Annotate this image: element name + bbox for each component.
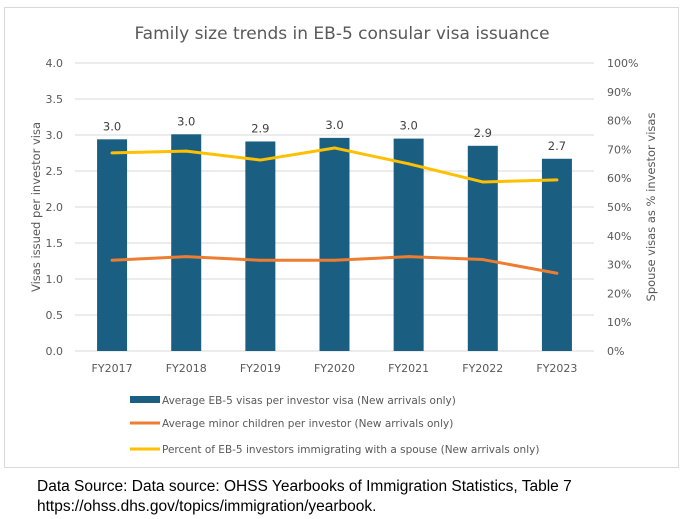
bar-FY2019 xyxy=(245,141,276,351)
line-point xyxy=(555,178,559,182)
bar-data-labels: 3.0 3.0 2.9 3.0 3.0 2.9 2.7 xyxy=(103,114,566,152)
bar-data-label: 3.0 xyxy=(177,114,195,128)
x-tick-label: FY2023 xyxy=(536,362,577,375)
y-tick-label: 2.0 xyxy=(46,201,64,214)
y-axis-ticks: 0.0 0.5 1.0 1.5 2.0 2.5 3.0 3.5 4.0 xyxy=(46,57,64,358)
x-axis-ticks: FY2017 FY2018 FY2019 FY2020 FY2021 FY2022 FY20… xyxy=(92,362,578,375)
line-point xyxy=(407,255,411,259)
line-point xyxy=(333,258,336,262)
line-point xyxy=(184,255,188,259)
y2-tick-label: 40% xyxy=(607,230,631,243)
legend-swatch-bar xyxy=(130,396,160,403)
x-tick-label: FY2018 xyxy=(166,362,207,375)
x-tick-label: FY2020 xyxy=(314,362,355,375)
bar-data-label: 2.9 xyxy=(251,121,269,135)
y-axis-title: Visas issued per investor visa xyxy=(29,122,43,292)
y2-tick-label: 90% xyxy=(607,86,631,99)
x-tick-label: FY2022 xyxy=(462,362,503,375)
bar-data-label: 2.9 xyxy=(474,126,492,140)
bar-data-label: 3.0 xyxy=(325,118,343,132)
chart: Family size trends in EB-5 consular visa… xyxy=(29,24,658,456)
y2-tick-label: 20% xyxy=(607,287,631,300)
line-point xyxy=(110,151,114,155)
bar-FY2023 xyxy=(541,158,572,351)
bar-series xyxy=(97,134,572,351)
line-point xyxy=(258,258,262,262)
y2-tick-label: 70% xyxy=(607,143,631,156)
data-source-line-1: Data Source: Data source: OHSS Yearbooks… xyxy=(37,478,572,495)
x-tick-label: FY2021 xyxy=(388,362,429,375)
line-point xyxy=(110,258,114,262)
line-point xyxy=(333,146,336,150)
line-point xyxy=(481,258,485,262)
bar-data-label: 3.0 xyxy=(399,119,417,133)
y2-tick-label: 60% xyxy=(607,172,631,185)
bar-FY2018 xyxy=(171,134,202,351)
legend-entry: Average EB-5 visas per investor visa (Ne… xyxy=(162,395,456,407)
line-point xyxy=(407,162,411,166)
y2-tick-label: 10% xyxy=(607,316,631,329)
data-source-note: Data Source: Data source: OHSS Yearbooks… xyxy=(37,477,572,517)
y2-tick-label: 100% xyxy=(607,57,638,70)
y2-tick-label: 50% xyxy=(607,201,631,214)
line-point xyxy=(555,271,559,275)
line-point xyxy=(481,180,485,184)
line-point xyxy=(258,158,262,162)
y2-axis-ticks: 0% 10% 20% 30% 40% 50% 60% 70% 80% 90% 100% xyxy=(607,57,638,358)
y-tick-label: 0.5 xyxy=(46,309,64,322)
bar-data-label: 3.0 xyxy=(103,119,121,133)
line-series xyxy=(110,146,559,275)
y2-tick-label: 30% xyxy=(607,259,631,272)
bar-FY2021 xyxy=(393,138,424,351)
x-tick-label: FY2019 xyxy=(240,362,281,375)
chart-title: Family size trends in EB-5 consular visa… xyxy=(134,24,549,44)
y-tick-label: 3.5 xyxy=(46,93,64,106)
bar-FY2020 xyxy=(319,137,350,351)
y-tick-label: 0.0 xyxy=(46,345,64,358)
line-point xyxy=(184,149,188,153)
legend: Average EB-5 visas per investor visa (Ne… xyxy=(130,395,539,456)
y2-tick-label: 0% xyxy=(607,345,624,358)
y-tick-label: 4.0 xyxy=(46,57,64,70)
y2-axis-title: Spouse visas as % investor visas xyxy=(644,113,658,302)
legend-entry: Average minor children per investor (New… xyxy=(162,418,453,430)
y-tick-label: 1.0 xyxy=(46,273,64,286)
y-tick-label: 2.5 xyxy=(46,165,64,178)
legend-entry: Percent of EB-5 investors immigrating wi… xyxy=(162,444,539,456)
bar-data-label: 2.7 xyxy=(548,139,566,153)
bar-FY2017 xyxy=(97,139,128,351)
y-tick-label: 3.0 xyxy=(46,129,64,142)
y-tick-label: 1.5 xyxy=(46,237,64,250)
x-tick-label: FY2017 xyxy=(92,362,133,375)
y2-tick-label: 80% xyxy=(607,115,631,128)
data-source-url: https://ohss.dhs.gov/topics/immigration/… xyxy=(37,498,377,515)
bar-FY2022 xyxy=(467,145,498,351)
